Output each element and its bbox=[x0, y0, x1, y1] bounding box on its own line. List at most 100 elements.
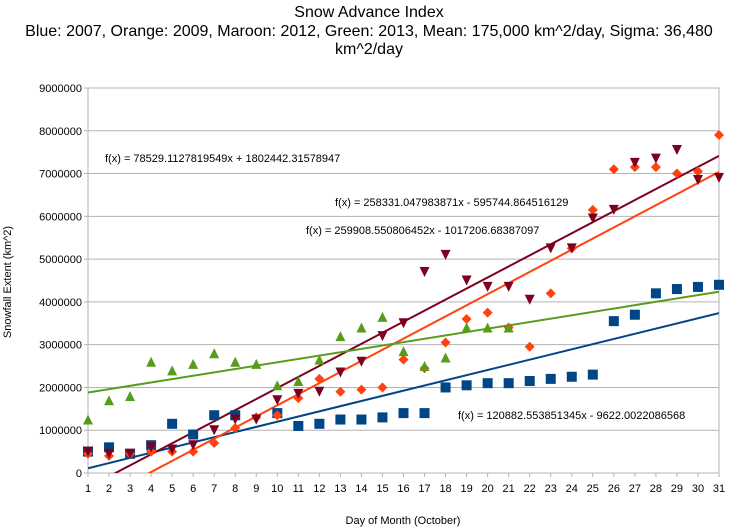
data-point bbox=[629, 309, 640, 320]
x-tick-label: 17 bbox=[418, 483, 430, 495]
data-point bbox=[356, 322, 367, 333]
data-point bbox=[482, 378, 493, 389]
x-tick-label: 26 bbox=[608, 483, 620, 495]
data-point bbox=[608, 204, 619, 215]
trend-line bbox=[147, 170, 719, 473]
data-point bbox=[587, 204, 598, 215]
x-tick-label: 20 bbox=[482, 483, 494, 495]
data-point bbox=[230, 356, 241, 367]
x-tick-label: 27 bbox=[629, 483, 641, 495]
x-tick-label: 25 bbox=[587, 483, 599, 495]
data-point bbox=[167, 418, 178, 429]
data-point bbox=[230, 423, 241, 434]
y-axis-label: Snowfall Extent (km^2) bbox=[2, 226, 14, 338]
trend-equation: f(x) = 259908.550806452x - 1017206.68387… bbox=[306, 225, 539, 237]
data-point bbox=[293, 420, 304, 431]
data-point bbox=[314, 386, 325, 397]
x-tick-label: 30 bbox=[692, 483, 704, 495]
data-point bbox=[440, 382, 451, 393]
data-point bbox=[188, 446, 199, 457]
data-point bbox=[251, 414, 262, 425]
data-point bbox=[356, 356, 367, 367]
data-point bbox=[419, 408, 430, 419]
data-point bbox=[566, 243, 577, 254]
data-point bbox=[650, 153, 661, 164]
data-point bbox=[377, 311, 388, 322]
data-point bbox=[419, 361, 430, 372]
data-point bbox=[314, 418, 325, 429]
data-point bbox=[125, 391, 136, 401]
data-point bbox=[587, 213, 598, 224]
data-point bbox=[314, 354, 325, 365]
data-point bbox=[650, 288, 661, 299]
data-point bbox=[398, 354, 409, 365]
trend-equation: f(x) = 258331.047983871x - 595744.864516… bbox=[335, 197, 568, 209]
x-tick-label: 13 bbox=[334, 483, 346, 495]
x-tick-label: 22 bbox=[524, 483, 536, 495]
data-point bbox=[524, 294, 535, 305]
data-point bbox=[650, 162, 661, 173]
data-point bbox=[692, 174, 703, 185]
y-tick-label: 7000000 bbox=[39, 169, 82, 181]
data-point bbox=[440, 249, 451, 260]
data-point bbox=[398, 408, 409, 419]
data-point bbox=[293, 376, 304, 387]
y-tick-label: 6000000 bbox=[39, 211, 82, 223]
data-point bbox=[335, 331, 346, 342]
data-point bbox=[461, 380, 472, 391]
x-tick-label: 10 bbox=[271, 483, 283, 495]
data-point bbox=[545, 243, 556, 254]
data-point bbox=[146, 442, 157, 453]
data-point bbox=[671, 168, 682, 179]
trend-line bbox=[88, 290, 719, 394]
data-point bbox=[335, 414, 346, 425]
y-tick-label: 1000000 bbox=[39, 425, 82, 437]
x-tick-label: 21 bbox=[503, 483, 515, 495]
data-point bbox=[398, 318, 409, 329]
data-point bbox=[272, 410, 283, 421]
data-point bbox=[524, 376, 535, 387]
x-tick-label: 6 bbox=[190, 483, 196, 495]
trend-line bbox=[88, 312, 719, 470]
tick-labels: 0 1000000 2000000 3000000 4000000 5000000 6000… bbox=[39, 83, 725, 495]
x-tick-label: 8 bbox=[232, 483, 238, 495]
data-point bbox=[671, 284, 682, 295]
data-point bbox=[209, 425, 220, 436]
data-point bbox=[503, 378, 514, 389]
data-point bbox=[671, 145, 682, 156]
x-tick-label: 24 bbox=[566, 483, 578, 495]
y-tick-label: 0 bbox=[76, 468, 82, 480]
x-tick-label: 11 bbox=[293, 483, 304, 495]
data-point bbox=[608, 164, 619, 175]
x-tick-label: 15 bbox=[376, 483, 388, 495]
data-point bbox=[335, 367, 346, 378]
data-point bbox=[461, 275, 472, 286]
data-point bbox=[209, 348, 220, 359]
data-point bbox=[356, 414, 367, 425]
x-tick-label: 1 bbox=[85, 483, 91, 495]
data-point bbox=[524, 341, 535, 352]
data-point bbox=[482, 322, 493, 333]
data-point bbox=[461, 322, 472, 333]
data-point bbox=[377, 331, 388, 342]
data-point bbox=[587, 369, 598, 380]
data-point bbox=[714, 172, 724, 183]
data-point bbox=[566, 371, 577, 382]
data-point bbox=[209, 438, 220, 449]
data-point bbox=[440, 352, 451, 363]
data-point bbox=[314, 373, 325, 384]
data-point bbox=[230, 414, 241, 425]
data-point bbox=[272, 380, 283, 391]
data-point bbox=[398, 346, 409, 357]
data-point bbox=[251, 358, 262, 369]
data-point bbox=[104, 442, 115, 453]
data-point bbox=[714, 130, 724, 141]
data-point bbox=[714, 279, 724, 290]
x-tick-label: 29 bbox=[671, 483, 683, 495]
data-point bbox=[461, 314, 472, 324]
data-point bbox=[188, 358, 199, 369]
data-point bbox=[125, 448, 136, 459]
data-point bbox=[209, 410, 220, 421]
data-point bbox=[377, 382, 388, 393]
data-point bbox=[83, 446, 93, 457]
